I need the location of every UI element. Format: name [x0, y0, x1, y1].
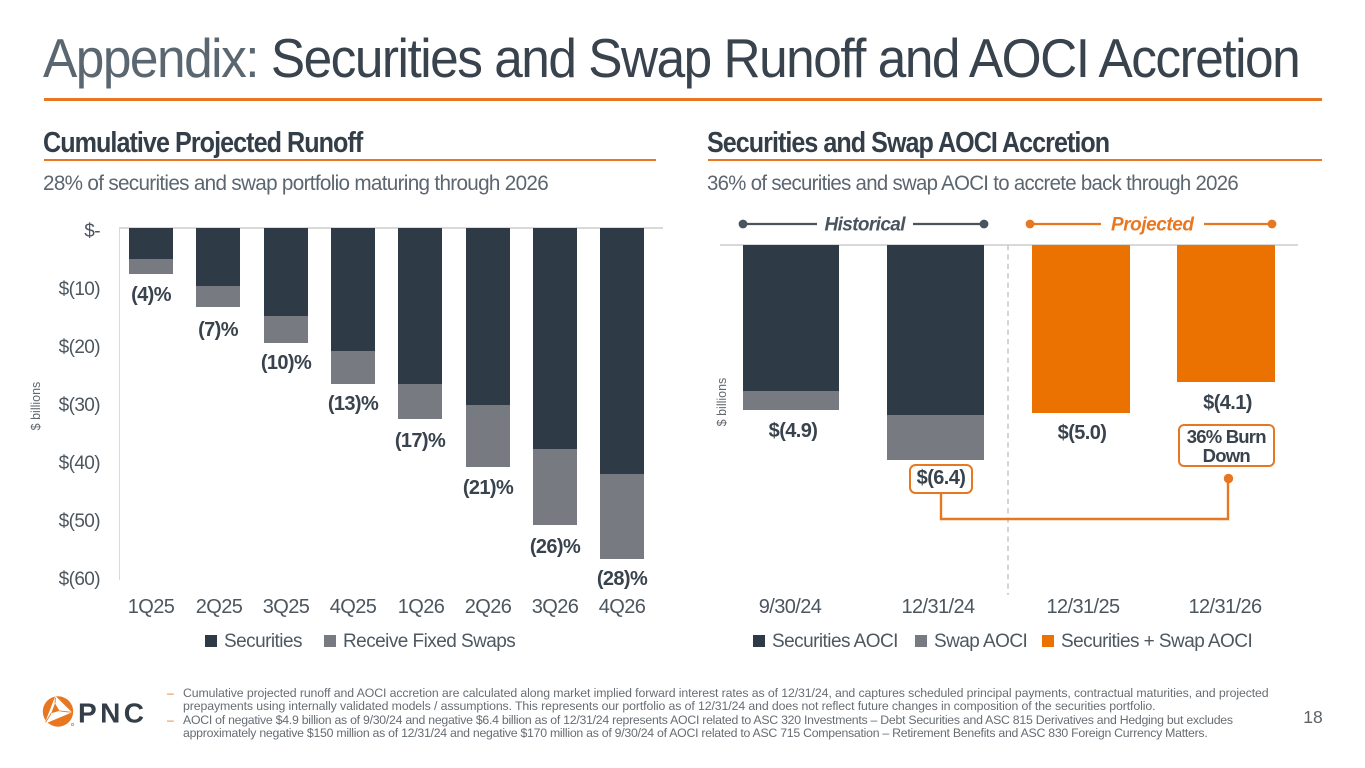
svg-text:PNC: PNC — [78, 698, 144, 729]
svg-text:Projected: Projected — [1111, 215, 1194, 236]
svg-text:Historical: Historical — [825, 215, 907, 236]
